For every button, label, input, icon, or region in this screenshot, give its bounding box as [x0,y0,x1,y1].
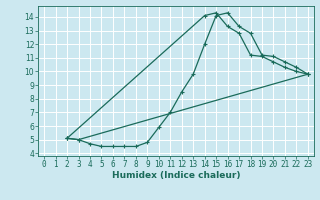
X-axis label: Humidex (Indice chaleur): Humidex (Indice chaleur) [112,171,240,180]
